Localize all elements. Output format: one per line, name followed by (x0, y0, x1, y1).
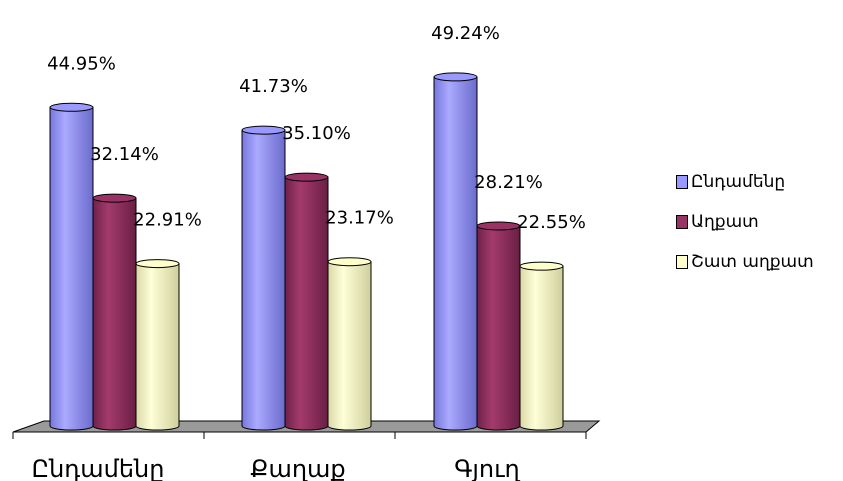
bar (519, 261, 564, 431)
bar (241, 125, 286, 431)
bar (135, 259, 180, 431)
data-label: 44.95% (47, 53, 116, 74)
bar-top (241, 125, 286, 135)
data-label: 32.14% (90, 144, 159, 165)
bar-body (476, 225, 521, 431)
value-labels-group: 44.95% 32.14% 22.91% 41.73% 35.10% 23.17% 49.2… (47, 23, 586, 233)
bar-top (327, 257, 372, 267)
data-label: 22.91% (133, 210, 202, 231)
legend-swatch (676, 175, 688, 189)
bar (433, 72, 478, 431)
x-tick-label: Քաղաք (250, 455, 345, 481)
data-label: 23.17% (325, 208, 394, 229)
bar (327, 257, 372, 431)
legend-item: Աղքատ (676, 212, 841, 232)
legend-item: Ընդամենը (676, 172, 841, 192)
bar-body (519, 265, 564, 431)
bar-body (49, 106, 94, 431)
bar-body (284, 176, 329, 431)
bar (92, 193, 137, 431)
bar (476, 221, 521, 431)
data-label: 28.21% (474, 172, 543, 193)
data-label: 22.55% (517, 212, 586, 233)
bar-top (476, 221, 521, 231)
bar-top (135, 259, 180, 269)
bar-top (92, 193, 137, 203)
legend-label: Աղքատ (691, 212, 759, 232)
bar-body (92, 197, 137, 431)
data-label: 49.24% (431, 23, 500, 44)
bar-top (49, 102, 94, 112)
bar-body (327, 261, 372, 431)
legend: Ընդամենը Աղքատ Շատ աղքատ (676, 172, 841, 292)
bar-body (433, 76, 478, 431)
bar-body (241, 129, 286, 431)
data-label: 41.73% (239, 76, 308, 97)
bar-top (433, 72, 478, 82)
bar-top (284, 172, 329, 182)
bar-top (519, 261, 564, 271)
x-tick-label: Գյուղ (454, 455, 520, 481)
bar (49, 102, 94, 431)
legend-item: Շատ աղքատ (676, 252, 841, 272)
bars-group (49, 72, 564, 431)
legend-label: Ընդամենը (691, 172, 786, 192)
bar-body (135, 263, 180, 431)
x-tick-label: Ընդամենը (32, 455, 165, 481)
data-label: 35.10% (282, 123, 351, 144)
legend-swatch (676, 255, 688, 269)
legend-swatch (676, 215, 688, 229)
bar (284, 172, 329, 431)
legend-label: Շատ աղքատ (691, 252, 814, 272)
